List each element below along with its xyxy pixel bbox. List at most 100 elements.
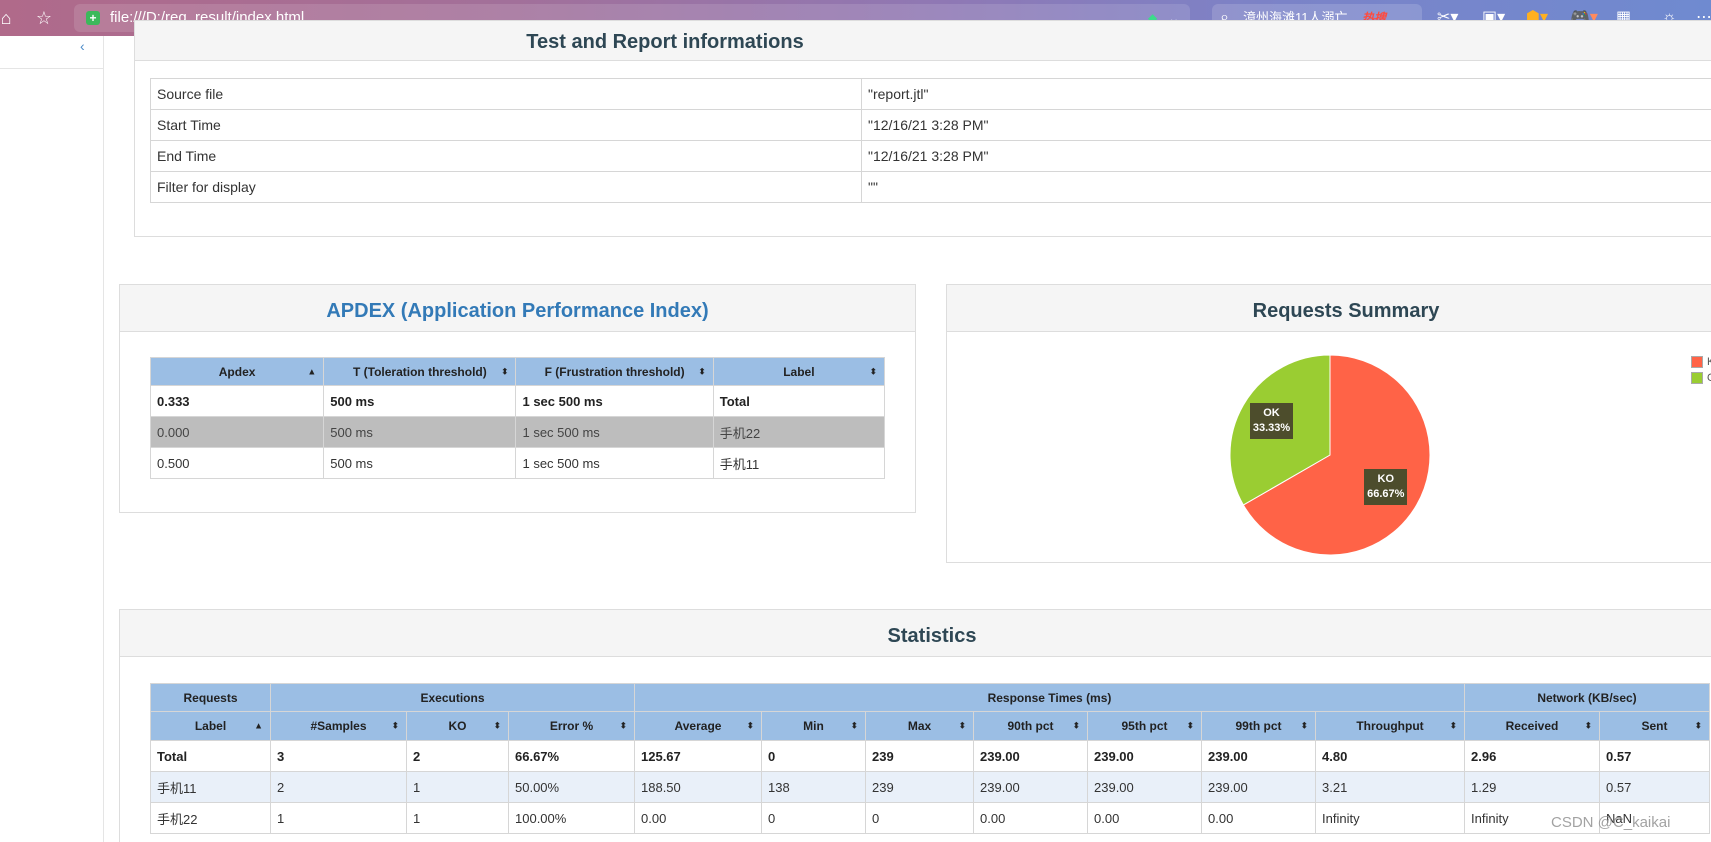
statistics-cell: 0.00	[973, 802, 1088, 834]
test-info-panel: Test and Report informations Source file…	[134, 20, 1711, 237]
requests-summary-pie-chart	[1229, 354, 1431, 556]
statistics-cell: 0.57	[1599, 771, 1710, 803]
statistics-panel: Statistics Requests Executions Response Ti…	[119, 609, 1711, 842]
statistics-cell: 100.00%	[508, 802, 635, 834]
sort-ascending-icon: ▲	[307, 366, 317, 376]
column-header-label: KO	[448, 719, 467, 733]
apdex-cell: 1 sec 500 ms	[515, 447, 714, 479]
statistics-group-header: Requests	[150, 683, 271, 712]
apdex-column-header[interactable]: Label ⬍	[712, 357, 886, 386]
column-header-label: Min	[803, 719, 824, 733]
legend-swatch	[1691, 372, 1703, 384]
column-header-label: Received	[1505, 719, 1559, 733]
statistics-cell: Infinity	[1464, 802, 1600, 834]
apdex-panel: APDEX (Application Performance Index) Ap…	[119, 284, 916, 513]
legend-label: O	[1707, 372, 1711, 384]
statistics-column-header[interactable]: Throughput ⬍	[1315, 711, 1465, 741]
watermark: CSDN @C_kaikai	[1551, 814, 1671, 831]
sort-icon: ⬍	[1449, 720, 1457, 731]
column-header-label: Label	[783, 364, 815, 379]
statistics-column-header[interactable]: Max ⬍	[865, 711, 974, 741]
statistics-cell: 239	[865, 771, 974, 803]
statistics-column-header[interactable]: Average ⬍	[634, 711, 762, 741]
statistics-cell: 50.00%	[508, 771, 635, 803]
sort-icon: ⬍	[869, 366, 877, 376]
test-info-title: Test and Report informations	[526, 31, 804, 53]
statistics-cell: 239.00	[1087, 740, 1202, 772]
column-header-label: 90th pct	[1007, 719, 1054, 733]
column-header-label: F (Frustration threshold)	[544, 364, 685, 379]
statistics-cell: 0	[865, 802, 974, 834]
apdex-cell: 500 ms	[323, 447, 517, 479]
statistics-column-header[interactable]: Sent ⬍	[1599, 711, 1710, 741]
statistics-cell: 3	[270, 740, 407, 772]
info-row: Source file "report.jtl"	[150, 78, 1711, 110]
legend-item[interactable]: K	[1691, 354, 1711, 370]
apdex-cell: 0.000	[149, 416, 325, 448]
statistics-cell: 手机11	[150, 771, 271, 803]
info-value: "report.jtl"	[861, 78, 1711, 110]
sort-icon: ⬍	[1694, 720, 1702, 731]
statistics-cell: 0.00	[1087, 802, 1202, 834]
apdex-row: 0.333 500 ms 1 sec 500 ms Total	[149, 385, 886, 417]
info-row: Start Time "12/16/21 3:28 PM"	[150, 109, 1711, 141]
sort-icon: ⬍	[958, 720, 966, 731]
sort-icon: ⬍	[1072, 720, 1080, 731]
statistics-cell: 239.00	[1087, 771, 1202, 803]
apdex-cell: 1 sec 500 ms	[515, 416, 714, 448]
statistics-cell: 1	[406, 802, 509, 834]
sort-icon: ⬍	[1300, 720, 1308, 731]
apdex-title: APDEX (Application Performance Index)	[326, 300, 709, 322]
star-icon[interactable]: ☆	[35, 7, 53, 28]
statistics-cell: Total	[150, 740, 271, 772]
statistics-cell: 手机22	[150, 802, 271, 834]
secure-page-icon: +	[86, 11, 100, 25]
statistics-column-header[interactable]: Label ▲	[150, 711, 271, 741]
statistics-cell: 2	[406, 740, 509, 772]
statistics-cell: 239.00	[1201, 740, 1316, 772]
info-value: "12/16/21 3:28 PM"	[861, 109, 1711, 141]
statistics-cell: 0.57	[1599, 740, 1710, 772]
home-icon[interactable]: ⌂	[0, 7, 12, 28]
column-header-label: #Samples	[310, 719, 367, 733]
sidebar-divider	[0, 68, 103, 69]
statistics-column-header[interactable]: 90th pct ⬍	[973, 711, 1088, 741]
statistics-column-header[interactable]: 99th pct ⬍	[1201, 711, 1316, 741]
chevron-down-icon[interactable]: ⌄	[1168, 10, 1180, 26]
apdex-column-header[interactable]: F (Frustration threshold) ⬍	[515, 357, 714, 386]
shield-icon[interactable]: ◆	[1148, 11, 1158, 25]
requests-summary-title: Requests Summary	[1252, 300, 1440, 322]
apdex-column-header[interactable]: T (Toleration threshold) ⬍	[323, 357, 517, 386]
pie-label-ko: KO 66.67%	[1364, 469, 1408, 505]
requests-summary-header: Requests Summary	[947, 285, 1711, 332]
statistics-column-header[interactable]: Error % ⬍	[508, 711, 635, 741]
statistics-cell: 4.80	[1315, 740, 1465, 772]
pie-label-value: 33.33%	[1252, 421, 1291, 434]
collapse-sidebar-icon[interactable]: ‹	[80, 38, 85, 54]
info-label: End Time	[150, 140, 862, 172]
apdex-column-header[interactable]: Apdex ▲	[149, 357, 325, 386]
statistics-column-header[interactable]: Min ⬍	[761, 711, 866, 741]
sort-icon: ⬍	[619, 720, 627, 731]
info-label: Source file	[150, 78, 862, 110]
sort-icon: ⬍	[698, 366, 706, 376]
statistics-cell: 0	[761, 802, 866, 834]
statistics-column-header[interactable]: KO ⬍	[406, 711, 509, 741]
sort-icon: ⬍	[850, 720, 858, 731]
statistics-cell: 1	[270, 802, 407, 834]
sort-icon: ⬍	[493, 720, 501, 731]
pie-label-name: KO	[1377, 473, 1395, 485]
column-header-label: 95th pct	[1121, 719, 1168, 733]
statistics-cell: NaN	[1599, 802, 1710, 834]
legend-item[interactable]: O	[1691, 370, 1711, 386]
statistics-cell: 239.00	[973, 771, 1088, 803]
statistics-column-header[interactable]: 95th pct ⬍	[1087, 711, 1202, 741]
statistics-cell: 3.21	[1315, 771, 1465, 803]
legend-label: K	[1707, 356, 1711, 368]
apdex-cell: 手机22	[712, 416, 886, 448]
statistics-column-header[interactable]: Received ⬍	[1464, 711, 1600, 741]
statistics-cell: 188.50	[634, 771, 762, 803]
statistics-cell: 0	[761, 740, 866, 772]
statistics-column-header[interactable]: #Samples ⬍	[270, 711, 407, 741]
statistics-row: 手机22 1 1 100.00% 0.00 0 0 0.00 0.00 0.00 Infinity I…	[150, 802, 1710, 834]
